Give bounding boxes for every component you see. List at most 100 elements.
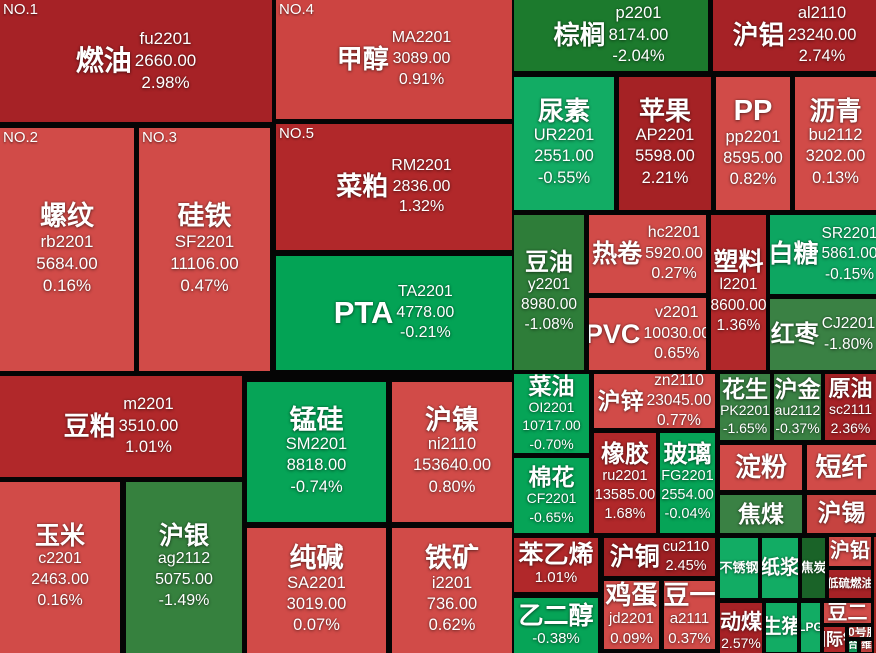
contract-change: -0.74%	[290, 477, 343, 496]
treemap-tile[interactable]: 生猪	[766, 603, 797, 652]
contract-name: 沪金	[774, 375, 821, 402]
contract-price: 8595.00	[723, 149, 783, 167]
contract-change: -1.49%	[158, 592, 210, 610]
treemap-tile[interactable]: PTA TA2201 4778.00 -0.21%	[276, 256, 512, 370]
treemap-tile[interactable]: NO.3 硅铁 SF2201 11106.00 0.47%	[139, 128, 270, 371]
contract-code: SR2201	[821, 225, 876, 243]
treemap-tile[interactable]: 沥青 bu2112 3202.00 0.13%	[795, 77, 876, 210]
treemap-tile[interactable]: 玉米 c2201 2463.00 0.16%	[0, 482, 120, 653]
contract-price: 3202.00	[805, 147, 866, 166]
treemap-tile[interactable]: 短纤	[807, 445, 876, 490]
contract-price: 2836.00	[392, 177, 451, 195]
treemap-tile[interactable]: PP pp2201 8595.00 0.82%	[716, 77, 790, 210]
treemap-tile[interactable]: 豆粕 m2201 3510.00 1.01%	[0, 376, 242, 477]
treemap-tile[interactable]: 鸡蛋 jd2201 0.09%	[604, 581, 659, 649]
contract-change: -1.65%	[722, 420, 768, 437]
treemap-tile[interactable]: 动煤 2.57%	[720, 603, 762, 653]
treemap-tile[interactable]: 乙二醇 -0.38%	[514, 598, 598, 653]
contract-change: 0.07%	[293, 616, 340, 635]
contract-price: 8980.00	[520, 296, 578, 314]
treemap-tile[interactable]: 菜油 OI2201 10717.00 -0.70%	[514, 374, 589, 453]
treemap-tile[interactable]: 沪金 au2112 -0.37%	[774, 374, 821, 440]
treemap-tile[interactable]: 豆油 y2201 8980.00 -1.08%	[514, 215, 584, 370]
treemap-tile[interactable]	[874, 537, 876, 653]
contract-change: 0.77%	[657, 412, 701, 428]
treemap-tile[interactable]: 焦煤	[720, 495, 802, 533]
treemap-tile[interactable]: 胶合板	[849, 641, 857, 652]
treemap-tile[interactable]: 热卷 hc2201 5920.00 0.27%	[589, 215, 706, 293]
treemap-tile[interactable]: 纤维板	[861, 641, 872, 652]
treemap-tile[interactable]: 淀粉	[720, 445, 802, 490]
treemap-tile[interactable]: 花生 PK2201 -1.65%	[720, 374, 770, 440]
contract-change: 2.57%	[721, 635, 761, 652]
treemap-tile[interactable]: 沪锡	[807, 495, 876, 533]
treemap-tile[interactable]: 豆一 a2111 0.37%	[664, 581, 715, 649]
treemap-tile[interactable]: 豆二	[824, 603, 871, 623]
treemap-tile[interactable]: 沪银 ag2112 5075.00 -1.49%	[126, 482, 242, 653]
contract-name: 燃油	[75, 45, 132, 77]
treemap-tile[interactable]: NO.2 螺纹 rb2201 5684.00 0.16%	[0, 128, 134, 371]
contract-code: cu2110	[662, 539, 710, 556]
contract-price: 153640.00	[413, 456, 491, 475]
contract-code: ru2201	[602, 468, 648, 485]
treemap-tile[interactable]: NO.4 甲醇 MA2201 3089.00 0.91%	[276, 0, 512, 119]
treemap-tile[interactable]: 红枣 CJ2201 -1.80%	[770, 299, 876, 370]
treemap-tile[interactable]: 塑料 l2201 8600.00 1.36%	[711, 215, 766, 370]
contract-code: rb2201	[40, 231, 94, 251]
treemap-tile[interactable]: NO.1 燃油 fu2201 2660.00 2.98%	[0, 0, 272, 122]
treemap-tile[interactable]: 不锈钢	[720, 538, 758, 598]
treemap-tile[interactable]: 锰硅 SM2201 8818.00 -0.74%	[247, 382, 386, 522]
contract-price: 23240.00	[787, 25, 857, 44]
treemap-tile[interactable]: 原油 sc2111 2.36%	[825, 374, 876, 440]
treemap-tile[interactable]: 橡胶 ru2201 13585.00 1.68%	[594, 433, 656, 533]
contract-change: 0.27%	[651, 265, 697, 283]
contract-code: c2201	[38, 550, 82, 568]
treemap-tile[interactable]: 纯碱 SA2201 3019.00 0.07%	[247, 528, 386, 653]
treemap-tile[interactable]: 20号胶	[849, 627, 871, 637]
contract-code: TA2201	[397, 282, 453, 300]
contract-name: 铁矿	[425, 543, 479, 574]
treemap-tile[interactable]: LPG	[801, 603, 820, 652]
treemap-tile[interactable]: 沪铝 al2110 23240.00 2.74%	[713, 0, 876, 71]
treemap-tile[interactable]: 沪铅	[829, 537, 871, 566]
contract-code: m2201	[123, 395, 174, 414]
treemap-tile[interactable]: 苹果 AP2201 5598.00 2.21%	[619, 77, 711, 210]
treemap-tile[interactable]: 沪锌 zn2110 23045.00 0.77%	[594, 374, 715, 428]
treemap-tile[interactable]: NO.5 菜粕 RM2201 2836.00 1.32%	[276, 124, 512, 250]
treemap-tile[interactable]: 国际铜	[824, 627, 845, 652]
contract-price: 736.00	[426, 594, 478, 613]
treemap-tile[interactable]: 沪铜 cu2110 2.45%	[604, 538, 715, 576]
treemap-tile[interactable]: 棉花 CF2201 -0.65%	[514, 458, 589, 533]
contract-code: hc2201	[647, 223, 701, 241]
treemap-tile[interactable]: 尿素 UR2201 2551.00 -0.55%	[514, 77, 614, 210]
treemap-tile[interactable]: 沪镍 ni2110 153640.00 0.80%	[392, 382, 512, 522]
contract-change: -0.70%	[529, 435, 574, 452]
contract-code: FG2201	[661, 468, 714, 485]
contract-code: ni2110	[427, 435, 477, 454]
rank-badge: NO.3	[142, 129, 178, 146]
treemap-tile[interactable]: 棕榈 p2201 8174.00 -2.04%	[514, 0, 708, 71]
contract-name: 沪锡	[817, 500, 866, 528]
treemap-tile[interactable]: 低硫燃油	[829, 570, 871, 598]
treemap-tile[interactable]: 焦炭	[802, 538, 825, 598]
treemap-tile[interactable]: 白糖 SR2201 5861.00 -0.15%	[770, 215, 876, 294]
contract-name: 国际铜	[824, 629, 845, 649]
contract-name: 短纤	[815, 451, 868, 482]
contract-code: zn2110	[654, 374, 704, 389]
contract-price: 5075.00	[155, 571, 213, 589]
treemap-tile[interactable]: 玻璃 FG2201 2554.00 -0.04%	[660, 433, 715, 533]
treemap-tile[interactable]: PVC v2201 10030.00 0.65%	[589, 298, 706, 370]
contract-change: 2.98%	[141, 73, 190, 93]
contract-price: 2660.00	[134, 50, 197, 70]
contract-change: 0.09%	[610, 629, 653, 647]
contract-price: 8600.00	[711, 296, 766, 314]
treemap-tile[interactable]: 苯乙烯 1.01%	[514, 538, 598, 592]
contract-change: 1.01%	[125, 438, 172, 457]
contract-name: 纸浆	[762, 556, 798, 579]
treemap-tile[interactable]: 铁矿 i2201 736.00 0.62%	[392, 528, 512, 653]
contract-change: 0.65%	[654, 345, 700, 363]
treemap-tile[interactable]: 纸浆	[762, 538, 798, 598]
contract-name: 豆二	[827, 603, 868, 623]
contract-name: 焦煤	[738, 500, 784, 527]
